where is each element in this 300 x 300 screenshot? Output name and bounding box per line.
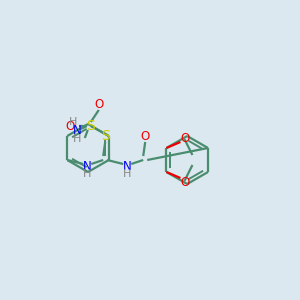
Text: O: O: [94, 98, 104, 110]
Text: O: O: [181, 176, 190, 188]
Text: O: O: [141, 130, 150, 142]
Text: H: H: [73, 134, 81, 144]
Text: H: H: [83, 169, 92, 179]
Text: S: S: [101, 129, 110, 143]
Text: O: O: [181, 131, 190, 145]
Text: H: H: [123, 169, 131, 179]
Text: O: O: [65, 119, 74, 133]
Text: N: N: [72, 124, 81, 137]
Text: N: N: [83, 160, 92, 173]
Text: H: H: [69, 117, 77, 127]
Text: N: N: [123, 160, 132, 173]
Text: S: S: [86, 119, 95, 133]
